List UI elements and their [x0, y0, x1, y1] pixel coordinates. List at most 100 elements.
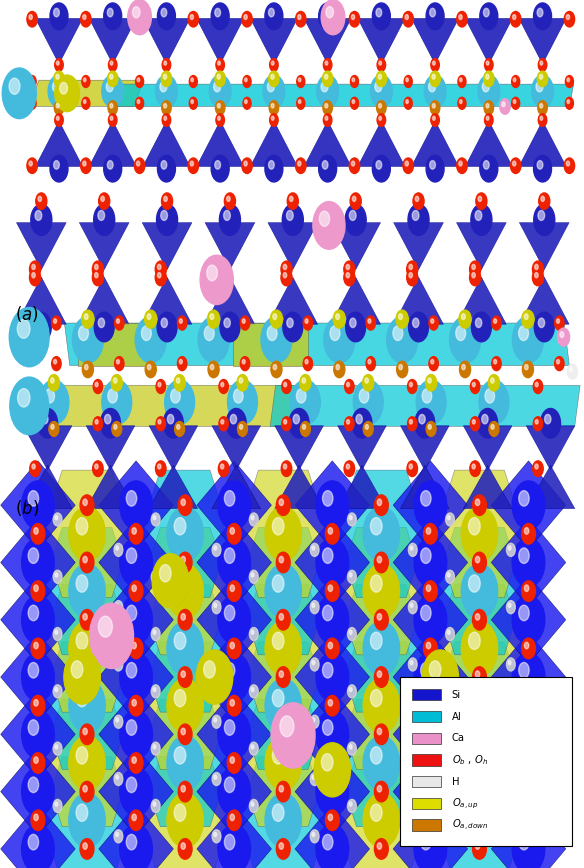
Circle shape	[55, 114, 63, 127]
Circle shape	[120, 538, 152, 587]
Circle shape	[279, 499, 283, 505]
Circle shape	[152, 687, 160, 698]
Circle shape	[485, 58, 493, 71]
Circle shape	[217, 75, 220, 79]
Circle shape	[242, 359, 245, 364]
Circle shape	[490, 377, 499, 391]
Circle shape	[408, 417, 417, 431]
Circle shape	[80, 552, 94, 573]
Polygon shape	[295, 461, 370, 549]
Circle shape	[80, 495, 94, 516]
Circle shape	[55, 73, 64, 87]
Circle shape	[270, 571, 301, 617]
Polygon shape	[434, 700, 524, 826]
Circle shape	[158, 265, 161, 270]
Circle shape	[414, 481, 447, 529]
Circle shape	[263, 75, 285, 108]
Circle shape	[513, 161, 516, 166]
Circle shape	[349, 802, 352, 806]
Circle shape	[267, 326, 277, 340]
Circle shape	[310, 543, 319, 556]
Circle shape	[261, 317, 292, 363]
Circle shape	[537, 71, 548, 87]
Circle shape	[213, 545, 221, 556]
Circle shape	[224, 834, 235, 850]
Circle shape	[460, 312, 471, 328]
Circle shape	[363, 621, 399, 675]
Circle shape	[461, 736, 498, 790]
Circle shape	[80, 838, 94, 859]
Circle shape	[249, 685, 258, 698]
Circle shape	[53, 799, 62, 812]
Circle shape	[322, 71, 333, 87]
Polygon shape	[434, 642, 524, 769]
Circle shape	[418, 602, 446, 643]
Circle shape	[492, 316, 501, 330]
Circle shape	[55, 516, 58, 520]
Circle shape	[409, 660, 417, 671]
Circle shape	[377, 101, 386, 115]
Circle shape	[507, 832, 515, 843]
Text: Al: Al	[452, 712, 461, 721]
Circle shape	[126, 605, 137, 621]
Circle shape	[281, 261, 292, 278]
Polygon shape	[238, 757, 328, 868]
Circle shape	[167, 564, 203, 618]
Circle shape	[265, 564, 301, 618]
Circle shape	[110, 116, 113, 121]
Circle shape	[178, 838, 192, 859]
Circle shape	[328, 323, 354, 362]
Circle shape	[347, 570, 356, 583]
Circle shape	[214, 661, 217, 665]
Circle shape	[145, 361, 157, 378]
Circle shape	[404, 97, 412, 109]
Circle shape	[460, 78, 462, 82]
Circle shape	[325, 116, 328, 121]
Circle shape	[513, 77, 520, 88]
Circle shape	[506, 830, 515, 843]
Circle shape	[80, 609, 94, 630]
Circle shape	[216, 58, 224, 71]
Circle shape	[423, 581, 437, 602]
Circle shape	[412, 318, 419, 327]
Circle shape	[538, 114, 547, 127]
Circle shape	[305, 359, 308, 364]
Circle shape	[501, 101, 510, 114]
Circle shape	[408, 463, 417, 477]
Circle shape	[270, 800, 301, 846]
Circle shape	[368, 571, 399, 617]
Circle shape	[313, 201, 345, 249]
Circle shape	[374, 667, 388, 687]
Circle shape	[316, 653, 349, 701]
Circle shape	[345, 204, 366, 235]
Circle shape	[507, 602, 515, 614]
Circle shape	[83, 614, 87, 620]
Circle shape	[536, 159, 551, 181]
Circle shape	[344, 461, 354, 477]
Polygon shape	[1, 461, 75, 549]
Circle shape	[350, 160, 359, 174]
Circle shape	[446, 513, 454, 526]
Circle shape	[507, 774, 515, 786]
Circle shape	[22, 538, 54, 587]
Circle shape	[227, 196, 230, 201]
Circle shape	[269, 101, 279, 115]
Circle shape	[512, 160, 520, 174]
Circle shape	[162, 73, 171, 87]
Circle shape	[406, 78, 408, 82]
Circle shape	[229, 641, 241, 658]
Circle shape	[271, 115, 278, 126]
Circle shape	[124, 488, 152, 529]
Polygon shape	[394, 222, 443, 270]
Polygon shape	[491, 461, 566, 549]
Circle shape	[53, 513, 62, 526]
Circle shape	[242, 358, 249, 371]
Polygon shape	[393, 518, 468, 607]
Circle shape	[29, 77, 36, 88]
Circle shape	[319, 211, 329, 227]
Circle shape	[164, 115, 171, 126]
Circle shape	[272, 746, 284, 764]
Circle shape	[512, 595, 545, 644]
Circle shape	[298, 161, 301, 166]
Circle shape	[352, 161, 354, 166]
